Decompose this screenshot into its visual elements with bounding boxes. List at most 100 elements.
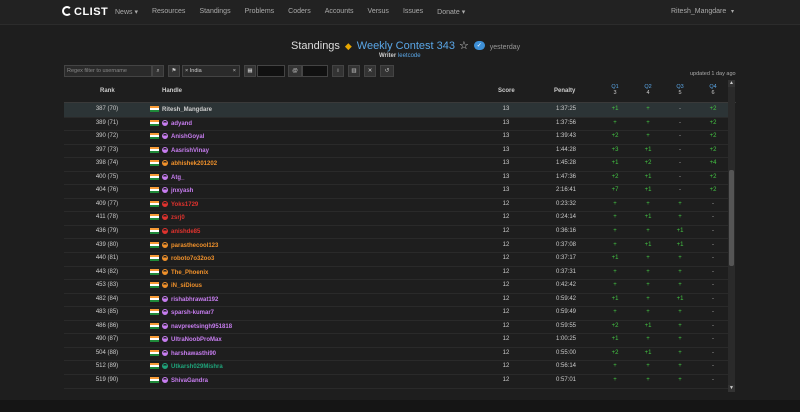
problem-result-cell[interactable]: +1 [644, 173, 652, 180]
contest-link[interactable]: Weekly Contest 343 [356, 40, 456, 52]
clist-logo[interactable]: CLIST [62, 6, 108, 18]
handle-link[interactable]: adyand [171, 120, 193, 127]
problem-result-cell[interactable]: +2 [709, 146, 717, 153]
country-select[interactable]: × India × [182, 65, 240, 77]
problem-result-cell[interactable]: + [646, 106, 650, 112]
refresh-icon[interactable]: ↺ [380, 65, 394, 77]
problem-result-cell[interactable]: - [712, 214, 714, 221]
problem-result-cell[interactable]: +1 [676, 227, 684, 234]
problem-result-cell[interactable]: +1 [676, 241, 684, 248]
problem-result-cell[interactable]: + [678, 255, 682, 262]
problem-result-cell[interactable]: + [678, 363, 682, 370]
handle-link[interactable]: jnxyash [171, 188, 194, 195]
handle-link[interactable]: zsrj0 [171, 215, 185, 222]
nav-news[interactable]: News ▾ [115, 9, 138, 16]
problem-result-cell[interactable]: + [646, 282, 650, 289]
problem-result-cell[interactable]: +1 [611, 106, 619, 112]
col-handle[interactable]: Handle [162, 88, 183, 94]
handle-link[interactable]: roboto7o32oo3 [171, 256, 215, 263]
handle-link[interactable]: ShivaGandra [171, 378, 209, 384]
problem-result-cell[interactable]: + [613, 119, 617, 126]
problem-result-cell[interactable]: + [613, 309, 617, 316]
problem-result-cell[interactable]: + [678, 377, 682, 383]
problem-result-cell[interactable]: +4 [709, 160, 717, 167]
problem-result-cell[interactable]: - [712, 200, 714, 207]
nav-issues[interactable]: Issues [402, 8, 424, 15]
problem-result-cell[interactable]: - [712, 227, 714, 234]
handle-link[interactable]: Utkarsh029Mishra [171, 364, 223, 371]
problem-result-cell[interactable]: +2 [611, 349, 619, 356]
scroll-up-icon[interactable]: ▲ [728, 80, 735, 87]
scroll-thumb[interactable] [729, 170, 734, 266]
problem-result-cell[interactable]: +2 [709, 119, 717, 126]
date-input[interactable] [257, 65, 285, 77]
info-icon[interactable]: i [332, 65, 344, 77]
problem-result-cell[interactable]: +1 [644, 187, 652, 194]
problem-result-cell[interactable]: + [646, 133, 650, 140]
problem-result-cell[interactable]: +2 [709, 187, 717, 194]
col-penalty[interactable]: Penalty [554, 88, 576, 94]
problem-result-cell[interactable]: - [712, 363, 714, 370]
nav-resources[interactable]: Resources [151, 8, 186, 15]
problem-result-cell[interactable]: +2 [709, 106, 717, 112]
handle-link[interactable]: AasrishVinay [171, 147, 209, 154]
problem-result-cell[interactable]: - [712, 349, 714, 356]
problem-result-cell[interactable]: +2 [709, 173, 717, 180]
problem-result-cell[interactable]: +2 [644, 160, 652, 167]
handle-link[interactable]: navpreetsingh951818 [171, 323, 233, 330]
handle-link[interactable]: rishabhrawat192 [171, 296, 219, 303]
problem-result-cell[interactable]: - [712, 309, 714, 316]
problem-result-cell[interactable]: +1 [644, 146, 652, 153]
handle-link[interactable]: AnishGoyal [171, 134, 205, 141]
nav-versus[interactable]: Versus [367, 8, 389, 15]
problem-result-cell[interactable]: +1 [644, 214, 652, 221]
problem-result-cell[interactable]: + [646, 295, 650, 302]
problem-result-cell[interactable]: +1 [611, 255, 619, 262]
scrollbar[interactable]: ▲ ▼ [728, 80, 735, 392]
search-input[interactable]: Regex filter to username [64, 65, 152, 77]
problem-result-cell[interactable]: + [678, 349, 682, 356]
problem-result-cell[interactable]: + [613, 363, 617, 370]
problem-result-cell[interactable]: +2 [611, 322, 619, 329]
search-button[interactable]: ⌕ [152, 65, 164, 77]
problem-result-cell[interactable]: + [678, 200, 682, 207]
col-q3[interactable]: Q3 5 [670, 84, 690, 96]
problem-result-cell[interactable]: + [678, 322, 682, 329]
problem-result-cell[interactable]: + [646, 363, 650, 370]
calendar-icon[interactable]: ▦ [244, 65, 256, 77]
handle-link[interactable]: The_Phoenix [171, 269, 209, 276]
nav-standings[interactable]: Standings [199, 8, 231, 15]
nav-coders[interactable]: Coders [288, 8, 311, 15]
scroll-down-icon[interactable]: ▼ [728, 385, 735, 392]
chart-icon[interactable]: ▥ [348, 65, 360, 77]
problem-result-cell[interactable]: +1 [644, 322, 652, 329]
handle-link[interactable]: parasthecool123 [171, 242, 219, 249]
problem-result-cell[interactable]: - [712, 241, 714, 248]
problem-result-cell[interactable]: + [613, 282, 617, 289]
problem-result-cell[interactable]: +3 [611, 146, 619, 153]
handle-link[interactable]: harshawasthi90 [171, 350, 217, 357]
problem-result-cell[interactable]: +1 [676, 295, 684, 302]
handle-link[interactable]: abhishek201202 [171, 161, 218, 168]
clear-icon[interactable]: × [232, 68, 236, 74]
col-q1[interactable]: Q1 3 [605, 84, 625, 96]
handle-link[interactable]: anishde85 [171, 228, 201, 235]
handle-link[interactable]: Atg_ [171, 174, 185, 181]
problem-result-cell[interactable]: +2 [709, 133, 717, 140]
handle-link[interactable]: iN_siDious [171, 283, 203, 290]
user-menu[interactable]: Ritesh_Mangdare [671, 8, 727, 15]
writer-link[interactable]: leetcode [397, 53, 421, 59]
problem-result-cell[interactable]: + [646, 227, 650, 234]
problem-result-cell[interactable]: + [613, 268, 617, 275]
nav-problems[interactable]: Problems [244, 8, 275, 15]
problem-result-cell[interactable]: - [679, 106, 681, 112]
problem-result-cell[interactable]: + [678, 336, 682, 343]
nav-donate[interactable]: Donate ▾ [437, 9, 466, 16]
problem-result-cell[interactable]: + [646, 377, 650, 383]
col-q2[interactable]: Q2 4 [638, 84, 658, 96]
handle-link[interactable]: UltraNoobProMax [171, 337, 222, 344]
problem-result-cell[interactable]: +2 [611, 173, 619, 180]
problem-result-cell[interactable]: + [646, 336, 650, 343]
problem-result-cell[interactable]: - [712, 322, 714, 329]
problem-result-cell[interactable]: +1 [611, 295, 619, 302]
